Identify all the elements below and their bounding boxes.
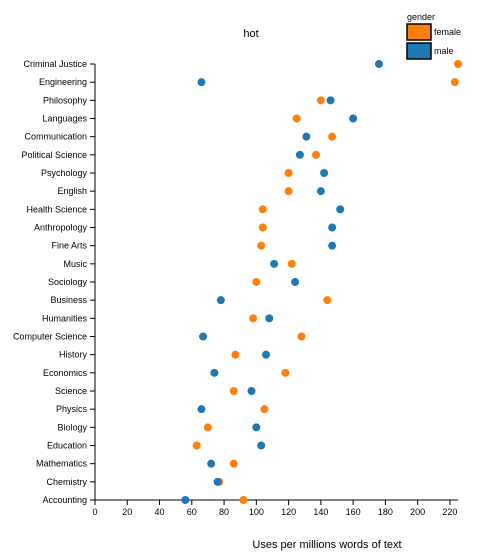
point-female <box>258 223 267 232</box>
point-female <box>257 241 266 250</box>
point-male <box>326 96 335 105</box>
point-female <box>260 405 269 414</box>
point-female <box>192 441 201 450</box>
point-male <box>197 78 206 87</box>
point-male <box>270 259 279 268</box>
y-tick-label: Psychology <box>41 168 88 178</box>
point-female <box>292 114 301 123</box>
point-male <box>328 241 337 250</box>
y-tick-label: Chemistry <box>46 477 87 487</box>
y-tick-label: Music <box>63 259 87 269</box>
y-tick-label: Science <box>55 386 87 396</box>
y-tick-label: Mathematics <box>36 459 88 469</box>
point-male <box>328 223 337 232</box>
point-male <box>291 278 300 286</box>
y-tick-label: Economics <box>43 368 88 378</box>
point-male <box>213 477 222 486</box>
point-female <box>297 332 306 341</box>
point-male <box>262 350 271 359</box>
x-axis: 0 20 40 60 80 100 120 140 160 180 200 220 <box>92 499 458 517</box>
x-tick-label: 140 <box>313 507 328 517</box>
point-female <box>287 259 296 268</box>
point-male <box>295 150 304 159</box>
x-tick-label: 100 <box>249 507 264 517</box>
point-male <box>181 496 190 504</box>
legend-swatch-female <box>406 23 432 41</box>
x-tick-label: 20 <box>122 507 132 517</box>
point-female <box>450 78 459 87</box>
point-female <box>454 60 462 68</box>
x-tick-label: 80 <box>219 507 229 517</box>
chart-title: hot <box>243 28 258 40</box>
y-tick-label: Physics <box>56 404 88 414</box>
y-tick-label: Anthropology <box>34 223 88 233</box>
y-tick-label: Communication <box>24 132 87 142</box>
y-tick-label: Languages <box>42 114 87 124</box>
point-male <box>197 405 206 414</box>
data-points <box>181 60 462 504</box>
point-female <box>239 496 248 504</box>
point-female <box>284 169 293 177</box>
point-male <box>247 387 256 395</box>
y-tick-label: Computer Science <box>13 332 87 342</box>
x-tick-label: 120 <box>281 507 296 517</box>
y-tick-label: Engineering <box>39 77 87 87</box>
x-tick-label: 200 <box>410 507 425 517</box>
point-male <box>207 459 216 468</box>
x-tick-label: 0 <box>92 507 97 517</box>
y-axis: Criminal Justice Engineering Philosophy Lan… <box>13 59 96 505</box>
y-tick-label: Humanities <box>42 313 88 323</box>
point-male <box>336 205 345 214</box>
x-tick-label: 180 <box>378 507 393 517</box>
point-male <box>257 441 266 450</box>
legend-label-male: male <box>434 46 454 56</box>
y-tick-label: Accounting <box>42 495 87 505</box>
point-female <box>229 387 238 395</box>
point-male <box>320 169 329 177</box>
legend-swatch-male <box>406 42 432 60</box>
point-male <box>252 423 261 432</box>
x-tick-label: 220 <box>442 507 457 517</box>
x-tick-label: 40 <box>155 507 165 517</box>
point-female <box>312 150 321 159</box>
y-tick-label: Business <box>50 295 87 305</box>
point-female <box>284 187 293 196</box>
point-female <box>229 459 238 468</box>
x-tick-label: 60 <box>187 507 197 517</box>
y-tick-label: Philosophy <box>43 95 88 105</box>
y-tick-label: Sociology <box>48 277 88 287</box>
point-male <box>265 314 274 323</box>
y-tick-label: Education <box>47 441 87 451</box>
y-tick-label: English <box>57 186 87 196</box>
point-male <box>349 114 358 123</box>
point-male <box>316 187 325 196</box>
point-male <box>199 332 208 341</box>
point-female <box>252 278 261 286</box>
point-female <box>281 368 290 377</box>
point-female <box>203 423 212 432</box>
legend-title: gender <box>407 12 435 22</box>
point-female <box>258 205 267 214</box>
point-female <box>231 350 240 359</box>
point-female <box>249 314 258 323</box>
x-tick-label: 160 <box>346 507 361 517</box>
point-male <box>210 368 219 377</box>
point-male <box>374 60 383 68</box>
point-male <box>216 296 225 305</box>
point-female <box>328 132 337 141</box>
point-female <box>316 96 325 105</box>
legend: gender female male <box>406 12 461 60</box>
y-tick-label: History <box>59 350 88 360</box>
y-tick-label: Health Science <box>26 204 87 214</box>
legend-label-female: female <box>434 27 461 37</box>
y-tick-label: Political Science <box>21 150 87 160</box>
y-tick-label: Criminal Justice <box>23 59 87 69</box>
y-tick-label: Biology <box>57 422 87 432</box>
x-axis-title: Uses per millions words of text <box>252 539 401 551</box>
point-male <box>302 132 311 141</box>
point-female <box>323 296 332 305</box>
y-tick-label: Fine Arts <box>51 241 87 251</box>
